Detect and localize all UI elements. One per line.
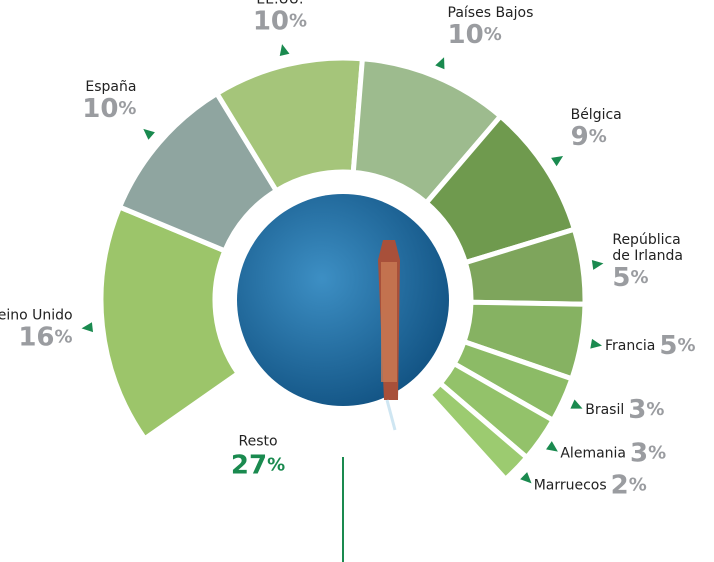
category-label: Bélgica	[571, 107, 622, 123]
category-name-part: República	[612, 232, 680, 248]
value-number: 10	[253, 6, 289, 36]
pointer-arrow	[81, 322, 94, 333]
value-unit: %	[589, 126, 607, 147]
value-label: 10%	[82, 93, 136, 123]
pointer-arrow	[570, 399, 583, 409]
value-unit: %	[629, 474, 647, 495]
category-label: Alemania 3%	[560, 438, 666, 468]
category-label: Resto	[238, 433, 277, 449]
category-label: Francia 5%	[605, 331, 696, 361]
pointer-arrow	[143, 128, 155, 140]
value-unit: %	[118, 98, 136, 119]
category-label: República de Irlanda	[612, 232, 683, 264]
category-name-part: de Irlanda	[612, 248, 683, 264]
value-label: 9%	[571, 122, 607, 152]
value-label: 5%	[612, 263, 648, 293]
pointer-arrow	[520, 472, 532, 484]
category-label: Brasil 3%	[585, 394, 664, 424]
value-unit: %	[677, 335, 695, 356]
value-number: 5	[612, 263, 630, 293]
pointer-arrow	[546, 441, 558, 452]
value-number: 9	[571, 122, 589, 152]
value-number: 2	[611, 470, 629, 500]
value-unit: %	[267, 454, 285, 475]
value-unit: %	[484, 24, 502, 45]
value-number: 3	[628, 394, 646, 424]
value-label: 16%	[18, 322, 72, 352]
pointer-arrow	[591, 259, 604, 270]
value-unit: %	[630, 267, 648, 288]
value-label: 27%	[231, 450, 285, 480]
category-name: Alemania	[560, 445, 626, 461]
value-unit: %	[648, 442, 666, 463]
value-number: 27	[231, 450, 267, 480]
value-number: 5	[659, 331, 677, 361]
category-name: Marruecos	[534, 477, 607, 493]
value-number: 16	[18, 322, 54, 352]
center-photo	[237, 194, 449, 431]
category-label: España	[85, 79, 136, 95]
value-number: 10	[82, 93, 118, 123]
value-label: 10%	[253, 6, 307, 36]
category-label: Países Bajos	[448, 5, 534, 21]
category-name: Francia	[605, 338, 655, 354]
value-unit: %	[55, 326, 73, 347]
value-unit: %	[289, 10, 307, 31]
segment	[425, 379, 531, 483]
pointer-arrow	[551, 155, 564, 167]
value-unit: %	[646, 399, 664, 420]
category-label: EE.UU.	[256, 0, 303, 7]
category-label: Reino Unido	[0, 307, 73, 323]
category-name: Brasil	[585, 402, 624, 418]
value-number: 10	[448, 19, 484, 49]
pointer-arrow	[279, 44, 290, 57]
category-label: Marruecos 2%	[534, 470, 647, 500]
value-label: 10%	[448, 19, 502, 49]
pointer-arrow	[435, 57, 445, 70]
segment	[98, 203, 242, 443]
value-number: 3	[630, 438, 648, 468]
pointer-arrow	[590, 338, 603, 349]
